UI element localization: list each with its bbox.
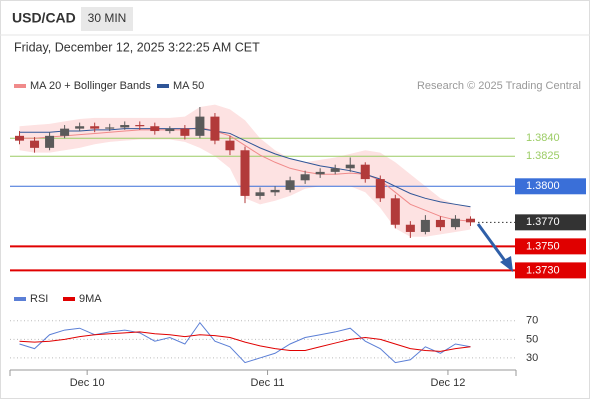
forecast-arrow (476, 223, 510, 266)
level-label-box (515, 214, 586, 231)
symbol: USD/CAD (12, 10, 76, 26)
y-tick-label: 30 (526, 352, 538, 364)
y-tick-label: 70 (526, 315, 538, 327)
level-label: 1.3840 (526, 132, 560, 144)
candle-body (105, 127, 115, 129)
candle-body (15, 135, 25, 141)
level-label: 1.3825 (526, 150, 560, 162)
y-tick-label: 50 (526, 333, 538, 345)
candle-body (240, 150, 250, 196)
candle-body (60, 128, 70, 136)
legend-label: 9MA (79, 293, 102, 305)
level-label-box (515, 178, 586, 195)
candle-body (390, 198, 400, 225)
candle-body (165, 128, 175, 132)
legend-swatch (63, 297, 75, 301)
candle-body (195, 116, 205, 136)
legend-swatch (157, 84, 169, 88)
candle-body (135, 125, 145, 127)
x-tick-label: Dec 12 (431, 377, 466, 389)
level-label: 1.3750 (526, 240, 560, 252)
level-label-box (515, 238, 586, 255)
candle-body (90, 126, 100, 129)
legend-label: MA 50 (173, 80, 204, 92)
candle-body (375, 179, 385, 199)
candle-body (285, 180, 295, 190)
candle-body (75, 126, 85, 129)
candle-body (360, 164, 370, 180)
legend-swatch (14, 84, 26, 88)
candle-body (450, 218, 460, 228)
candle-body (435, 219, 445, 228)
forecast-arrowhead (500, 256, 513, 272)
candle-body (405, 224, 415, 232)
legend-label: MA 20 + Bollinger Bands (30, 80, 151, 92)
candle-body (180, 128, 190, 136)
candle-body (420, 219, 430, 232)
candle-body (255, 192, 265, 196)
x-tick-label: Dec 11 (251, 377, 285, 389)
legend-label: RSI (30, 293, 48, 305)
candle-body (315, 171, 325, 175)
timeframe-box (81, 7, 133, 31)
level-label: 1.3800 (526, 180, 560, 192)
source: Research © 2025 Trading Central (417, 80, 581, 92)
candle-body (225, 140, 235, 151)
candle-body (270, 189, 280, 193)
candle-body (150, 126, 160, 132)
candle-body (345, 164, 355, 169)
datetime: Friday, December 12, 2025 3:22:25 AM CET (14, 40, 260, 54)
x-tick-label: Dec 10 (70, 377, 105, 389)
indicator-line (19, 331, 471, 352)
timeframe: 30 MIN (88, 11, 127, 25)
candle-body (465, 218, 475, 223)
level-label: 1.3730 (526, 264, 560, 276)
level-label: 1.3770 (526, 216, 560, 228)
candle-body (330, 168, 340, 172)
candle-body (210, 116, 220, 141)
moving-average (19, 126, 471, 222)
candle-body (120, 125, 130, 128)
candle-body (45, 135, 55, 148)
legend-swatch (14, 297, 26, 301)
level-label-box (515, 262, 586, 279)
candle-body (300, 174, 310, 181)
candle-body (30, 140, 40, 148)
